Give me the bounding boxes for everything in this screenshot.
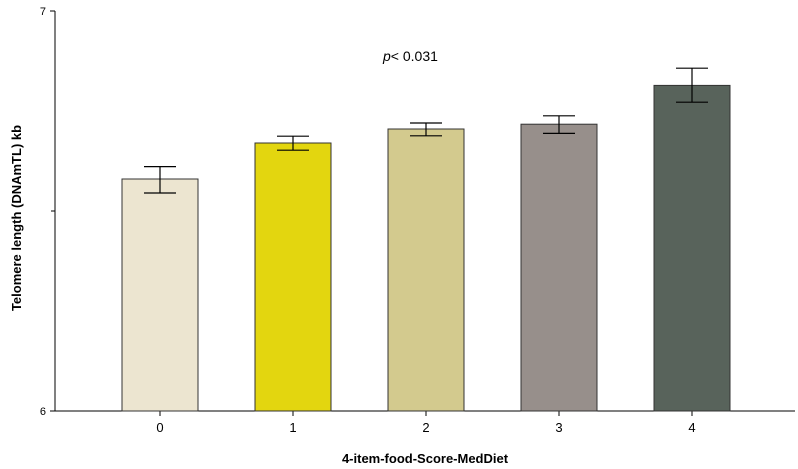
bar-3 — [520, 123, 598, 412]
p-value-annotation: p< 0.031 — [382, 48, 438, 64]
x-tick-label: 3 — [555, 420, 562, 435]
bar-2 — [387, 128, 465, 412]
y-tick-label: 6 — [40, 406, 46, 418]
bar-1 — [254, 142, 332, 412]
chart-error-bars — [144, 67, 708, 194]
chart-bars — [121, 84, 731, 412]
p-value-text: < 0.031 — [391, 48, 438, 64]
bar-0 — [121, 178, 199, 412]
x-tick-label: 2 — [422, 420, 429, 435]
bar-4 — [653, 84, 731, 412]
y-axis-title: Telomere length (DNAmTL) kb — [9, 125, 24, 311]
p-value-symbol: p — [382, 48, 391, 64]
x-tick-label: 1 — [289, 420, 296, 435]
x-axis-title: 4-item-food-Score-MedDiet — [342, 451, 509, 466]
x-tick-label: 0 — [156, 420, 163, 435]
y-tick-label: 7 — [40, 6, 46, 18]
chart-labels: 6 7 0 1 2 3 4 — [40, 6, 696, 435]
x-tick-label: 4 — [688, 420, 695, 435]
